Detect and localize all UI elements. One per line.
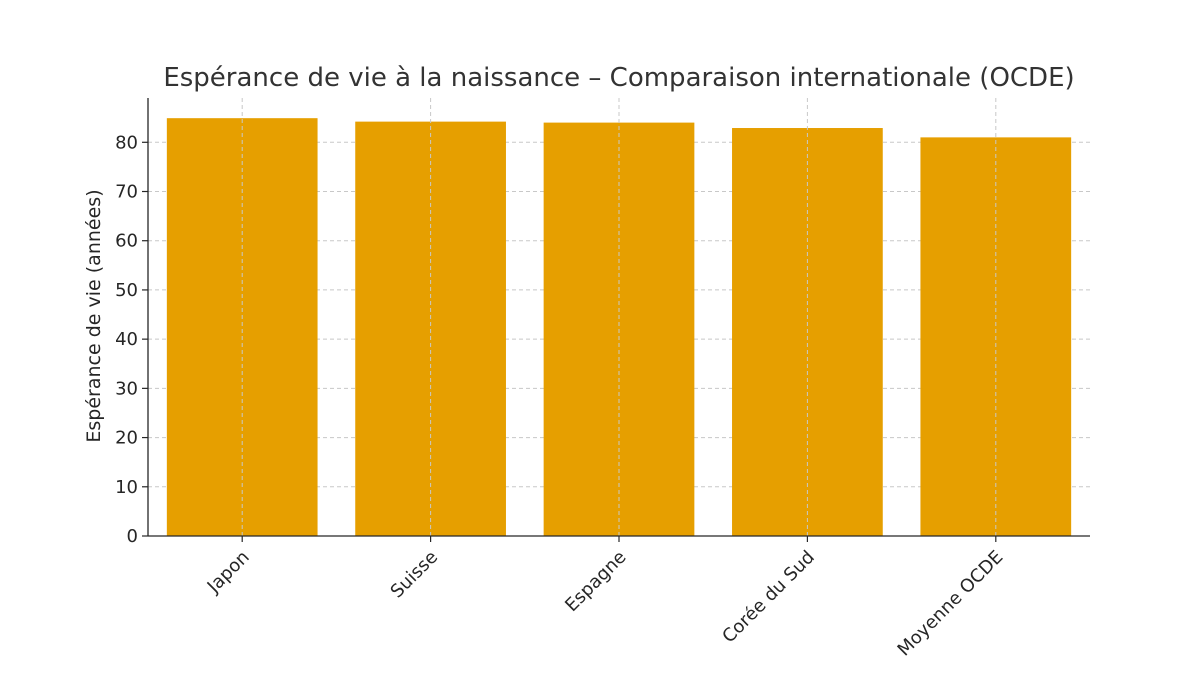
y-tick-label: 60: [115, 231, 138, 252]
y-tick-label: 30: [115, 378, 138, 399]
bar: [166, 118, 318, 537]
vertical-grid-layer: [241, 98, 997, 536]
y-tick-label: 80: [115, 132, 138, 153]
x-ticks-layer: Japon Suisse Espagne Corée du Sud Moyenne OC…: [203, 536, 1008, 661]
y-tick-label: 50: [115, 280, 138, 301]
y-axis-label: Espérance de vie (années): [83, 189, 105, 442]
x-tick-label: Espagne: [561, 547, 630, 616]
y-tick-label: 10: [115, 477, 138, 498]
y-tick-label: 20: [115, 428, 138, 449]
chart-title: Espérance de vie à la naissance – Compar…: [163, 63, 1074, 93]
x-tick-label: Corée du Sud: [718, 547, 819, 648]
bars-layer: [166, 118, 1072, 537]
x-tick-label: Suisse: [387, 547, 443, 603]
y-tick-label: 0: [127, 526, 138, 547]
y-ticks-layer: 0 10 20 30 40 50 60 70 80: [115, 132, 148, 547]
x-tick-label: Moyenne OCDE: [894, 547, 1008, 661]
y-tick-label: 40: [115, 329, 138, 350]
x-tick-label: Japon: [203, 547, 254, 598]
y-tick-label: 70: [115, 182, 138, 203]
